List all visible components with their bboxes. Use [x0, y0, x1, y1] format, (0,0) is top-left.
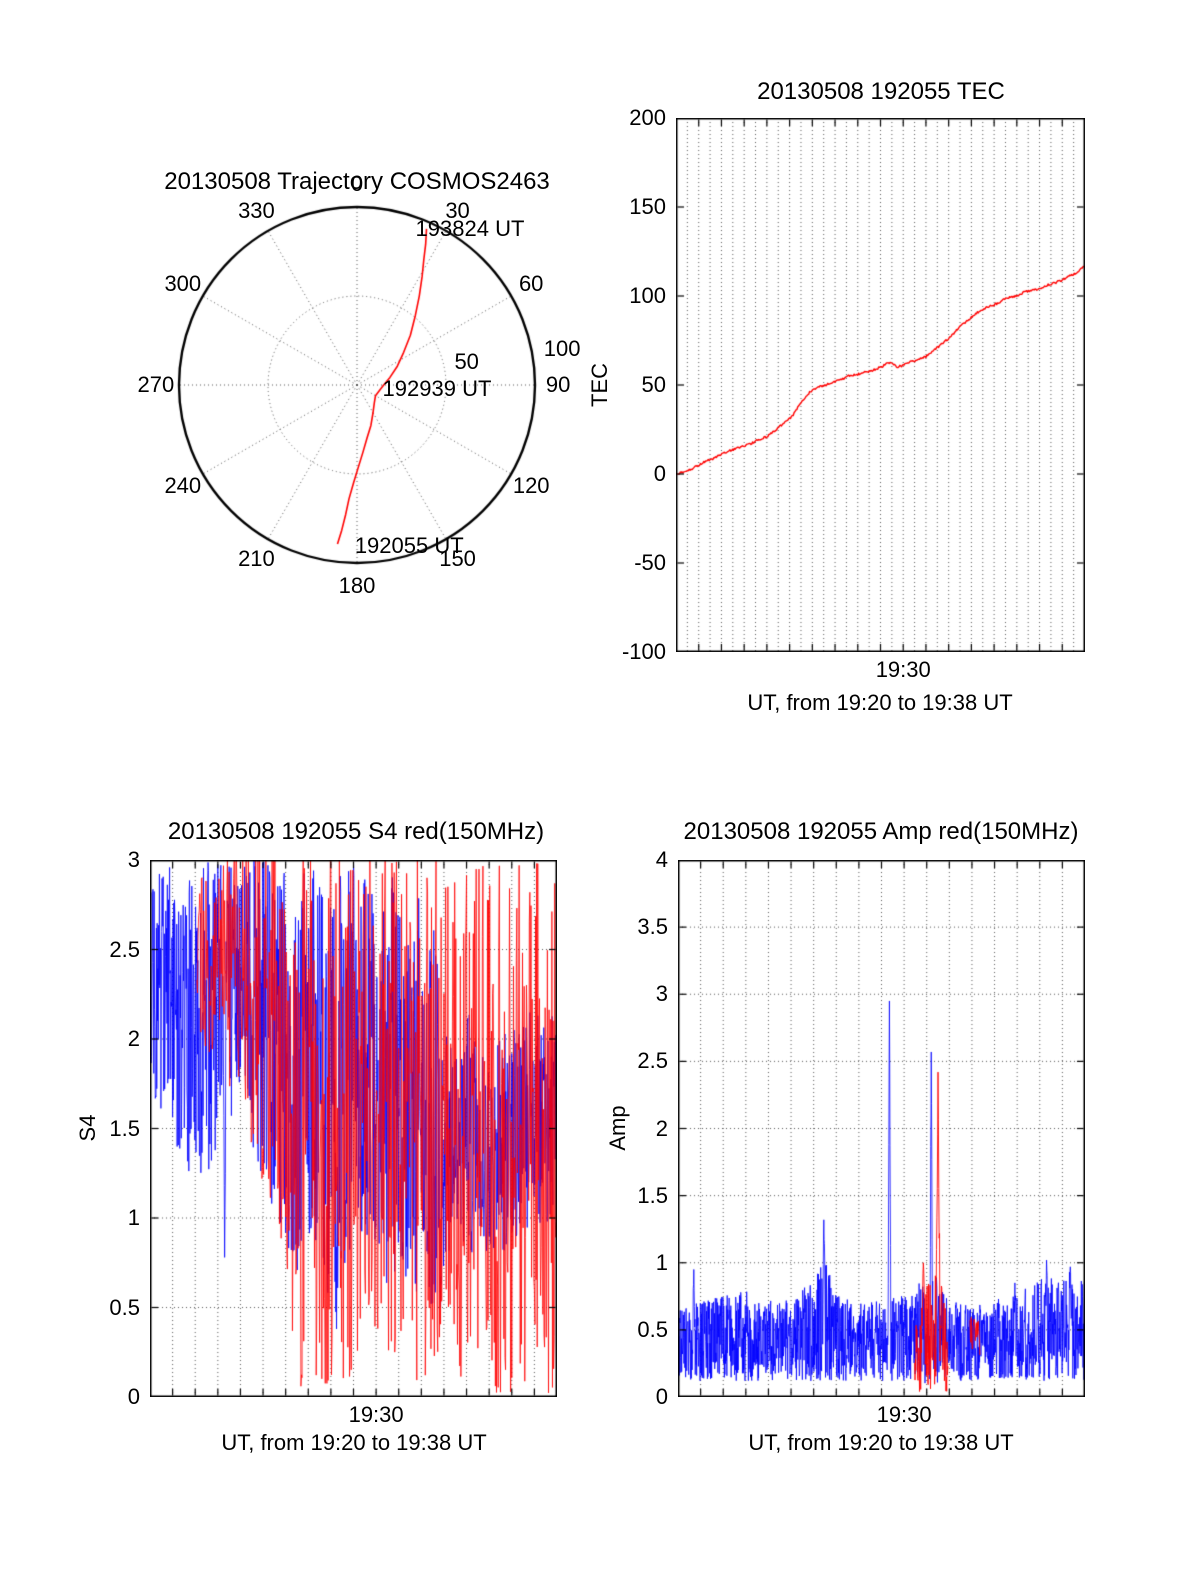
amp-y-tick-label: 2	[655, 1115, 668, 1141]
s4-y-tick-label: 1	[127, 1205, 140, 1230]
amp-y-tick-label: 0.5	[637, 1316, 668, 1342]
tec-y-tick-label: 200	[629, 105, 666, 130]
s4-ylabel: S4	[75, 1114, 100, 1142]
s4-xlabel: UT, from 19:20 to 19:38 UT	[221, 1430, 487, 1455]
polar-azimuth-label: 150	[439, 546, 476, 572]
tec-y-tick-label: 50	[641, 372, 666, 397]
polar-azimuth-label: 240	[164, 472, 202, 498]
trajectory-time-label: 192939 UT	[382, 376, 492, 402]
polar-ring-label: 50	[454, 348, 479, 374]
tec-ylabel: TEC	[587, 363, 612, 407]
s4-y-tick-label: 2	[127, 1026, 140, 1051]
tec-y-tick-label: -50	[634, 550, 666, 575]
amp-xlabel: UT, from 19:20 to 19:38 UT	[748, 1430, 1014, 1455]
trajectory-time-label: 192055 UT	[354, 532, 464, 558]
amp-y-tick-label: 4	[655, 847, 668, 872]
polar-azimuth-label: 120	[512, 472, 550, 498]
s4-x-tick-label: 19:30	[348, 1402, 404, 1427]
s4-y-tick-label: 1.5	[109, 1115, 140, 1141]
s4-title: 20130508 192055 S4 red(150MHz)	[167, 818, 545, 845]
trajectory-plot-canvas	[167, 195, 547, 575]
tec-y-tick-label: 0	[653, 461, 666, 486]
amp-title: 20130508 192055 Amp red(150MHz)	[683, 818, 1079, 845]
amp-plot-canvas	[678, 860, 1085, 1397]
amp-y-tick-label: 2.5	[637, 1048, 668, 1074]
amp-y-tick-label: 3.5	[637, 914, 668, 940]
polar-azimuth-label: 30	[445, 197, 470, 223]
amp-y-tick-label: 1.5	[637, 1182, 668, 1208]
s4-y-tick-label: 0	[127, 1384, 140, 1409]
tec-plot-canvas	[676, 118, 1085, 652]
amp-y-tick-label: 0	[655, 1384, 668, 1409]
amp-ylabel: Amp	[605, 1105, 630, 1151]
tec-xlabel: UT, from 19:20 to 19:38 UT	[747, 690, 1013, 715]
tec-y-tick-label: -100	[621, 639, 666, 664]
amp-y-tick-label: 1	[655, 1249, 668, 1275]
polar-azimuth-label: 180	[338, 573, 376, 599]
tec-title: 20130508 192055 TEC	[757, 78, 1005, 105]
polar-azimuth-label: 210	[238, 546, 275, 572]
polar-azimuth-label: 300	[164, 271, 202, 297]
tec-y-tick-label: 100	[629, 283, 666, 308]
tec-y-tick-label: 150	[629, 194, 666, 219]
tec-x-tick-label: 19:30	[875, 657, 931, 682]
s4-y-tick-label: 0.5	[109, 1294, 140, 1320]
amp-y-tick-label: 3	[655, 981, 668, 1007]
polar-azimuth-label: 60	[518, 271, 544, 297]
polar-azimuth-label: 90	[545, 372, 571, 397]
s4-y-tick-label: 2.5	[109, 936, 140, 962]
trajectory-time-label: 193824 UT	[415, 216, 525, 242]
amp-x-tick-label: 19:30	[876, 1402, 932, 1427]
trajectory-title: 20130508 Trajectory COSMOS2463	[164, 168, 550, 195]
polar-azimuth-label: 0	[350, 170, 364, 196]
polar-azimuth-label: 330	[238, 197, 275, 223]
s4-plot-canvas	[150, 860, 557, 1397]
polar-azimuth-label: 270	[137, 372, 175, 397]
polar-ring-label: 100	[543, 335, 581, 361]
s4-y-tick-label: 3	[127, 847, 140, 872]
